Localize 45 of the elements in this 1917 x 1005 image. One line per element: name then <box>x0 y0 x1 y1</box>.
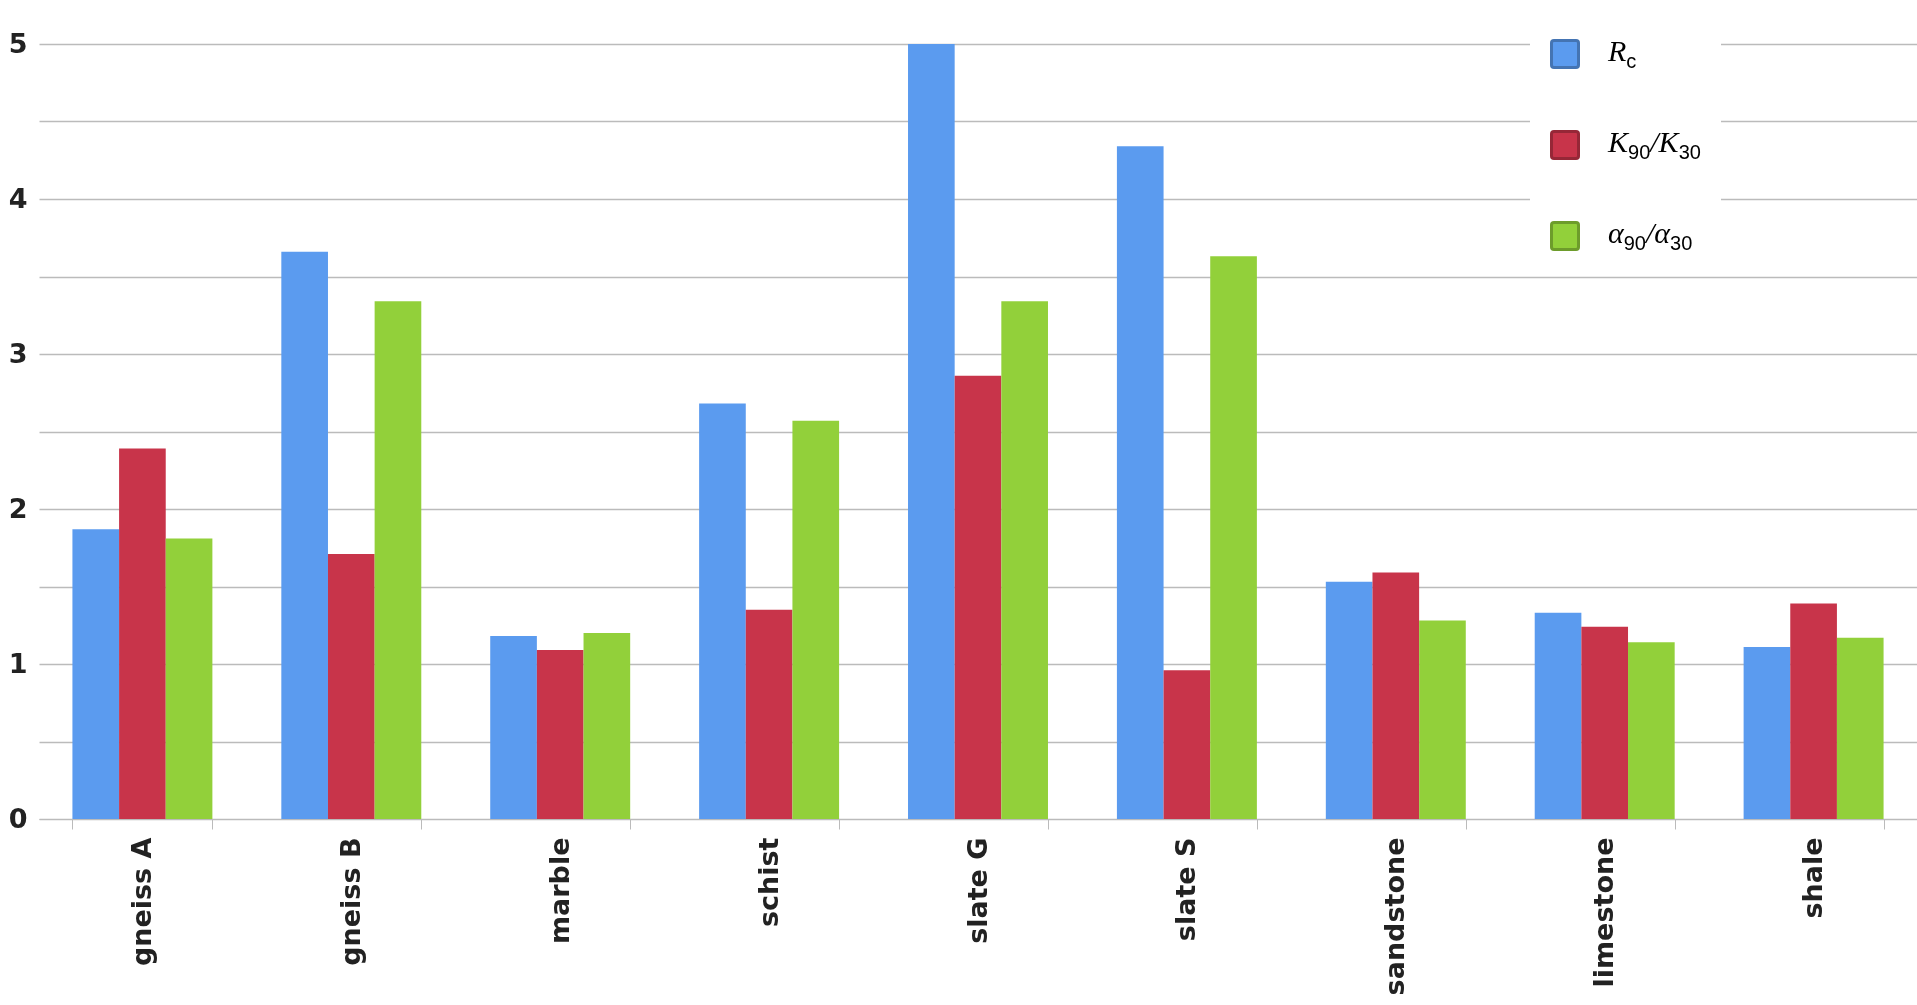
bar <box>1628 642 1675 819</box>
x-tick-label: shale <box>1797 837 1829 919</box>
bar <box>583 633 631 819</box>
y-tick-label: 4 <box>8 182 28 214</box>
y-tick-label: 2 <box>8 492 28 524</box>
bar <box>1325 581 1373 819</box>
legend-label: α$_{90}$/α$_{30}$ <box>1608 216 1693 255</box>
x-tick-label: gneiss A <box>125 837 157 967</box>
bar <box>954 375 1002 819</box>
bar <box>1419 620 1466 819</box>
x-tick-label: schist <box>752 837 784 928</box>
x-tick-label: limestone <box>1588 837 1620 988</box>
bar <box>792 420 840 819</box>
bar <box>908 44 955 819</box>
bar <box>1836 637 1884 819</box>
bar <box>1534 612 1582 819</box>
x-tick-label: slate S <box>1170 837 1202 942</box>
y-tick-label: 3 <box>8 337 28 369</box>
bar <box>1116 146 1164 819</box>
bar <box>536 650 584 819</box>
bar <box>165 538 213 819</box>
bar <box>119 448 166 819</box>
bar <box>374 301 422 819</box>
bar <box>1210 256 1257 819</box>
bar <box>1743 646 1791 819</box>
bar <box>1001 301 1048 819</box>
y-tick-label: 5 <box>8 27 28 59</box>
bar <box>699 403 746 819</box>
x-tick-label: gneiss B <box>334 837 366 966</box>
y-tick-label: 1 <box>8 647 28 679</box>
legend-label: R$_{c}$ <box>1608 34 1637 73</box>
x-tick-label: marble <box>543 837 575 945</box>
bar <box>327 553 375 819</box>
x-tick-label: slate G <box>961 837 993 944</box>
bar <box>1163 670 1211 819</box>
x-tick-label: sandstone <box>1379 837 1411 996</box>
y-tick-label: 0 <box>8 802 28 834</box>
bar <box>281 251 328 819</box>
bar <box>490 636 537 819</box>
bar <box>1372 572 1420 819</box>
bar <box>745 609 793 819</box>
bar <box>72 529 120 819</box>
bar <box>1790 603 1837 819</box>
bar <box>1581 626 1629 819</box>
legend-label: K$_{90}$/K$_{30}$ <box>1608 125 1701 164</box>
